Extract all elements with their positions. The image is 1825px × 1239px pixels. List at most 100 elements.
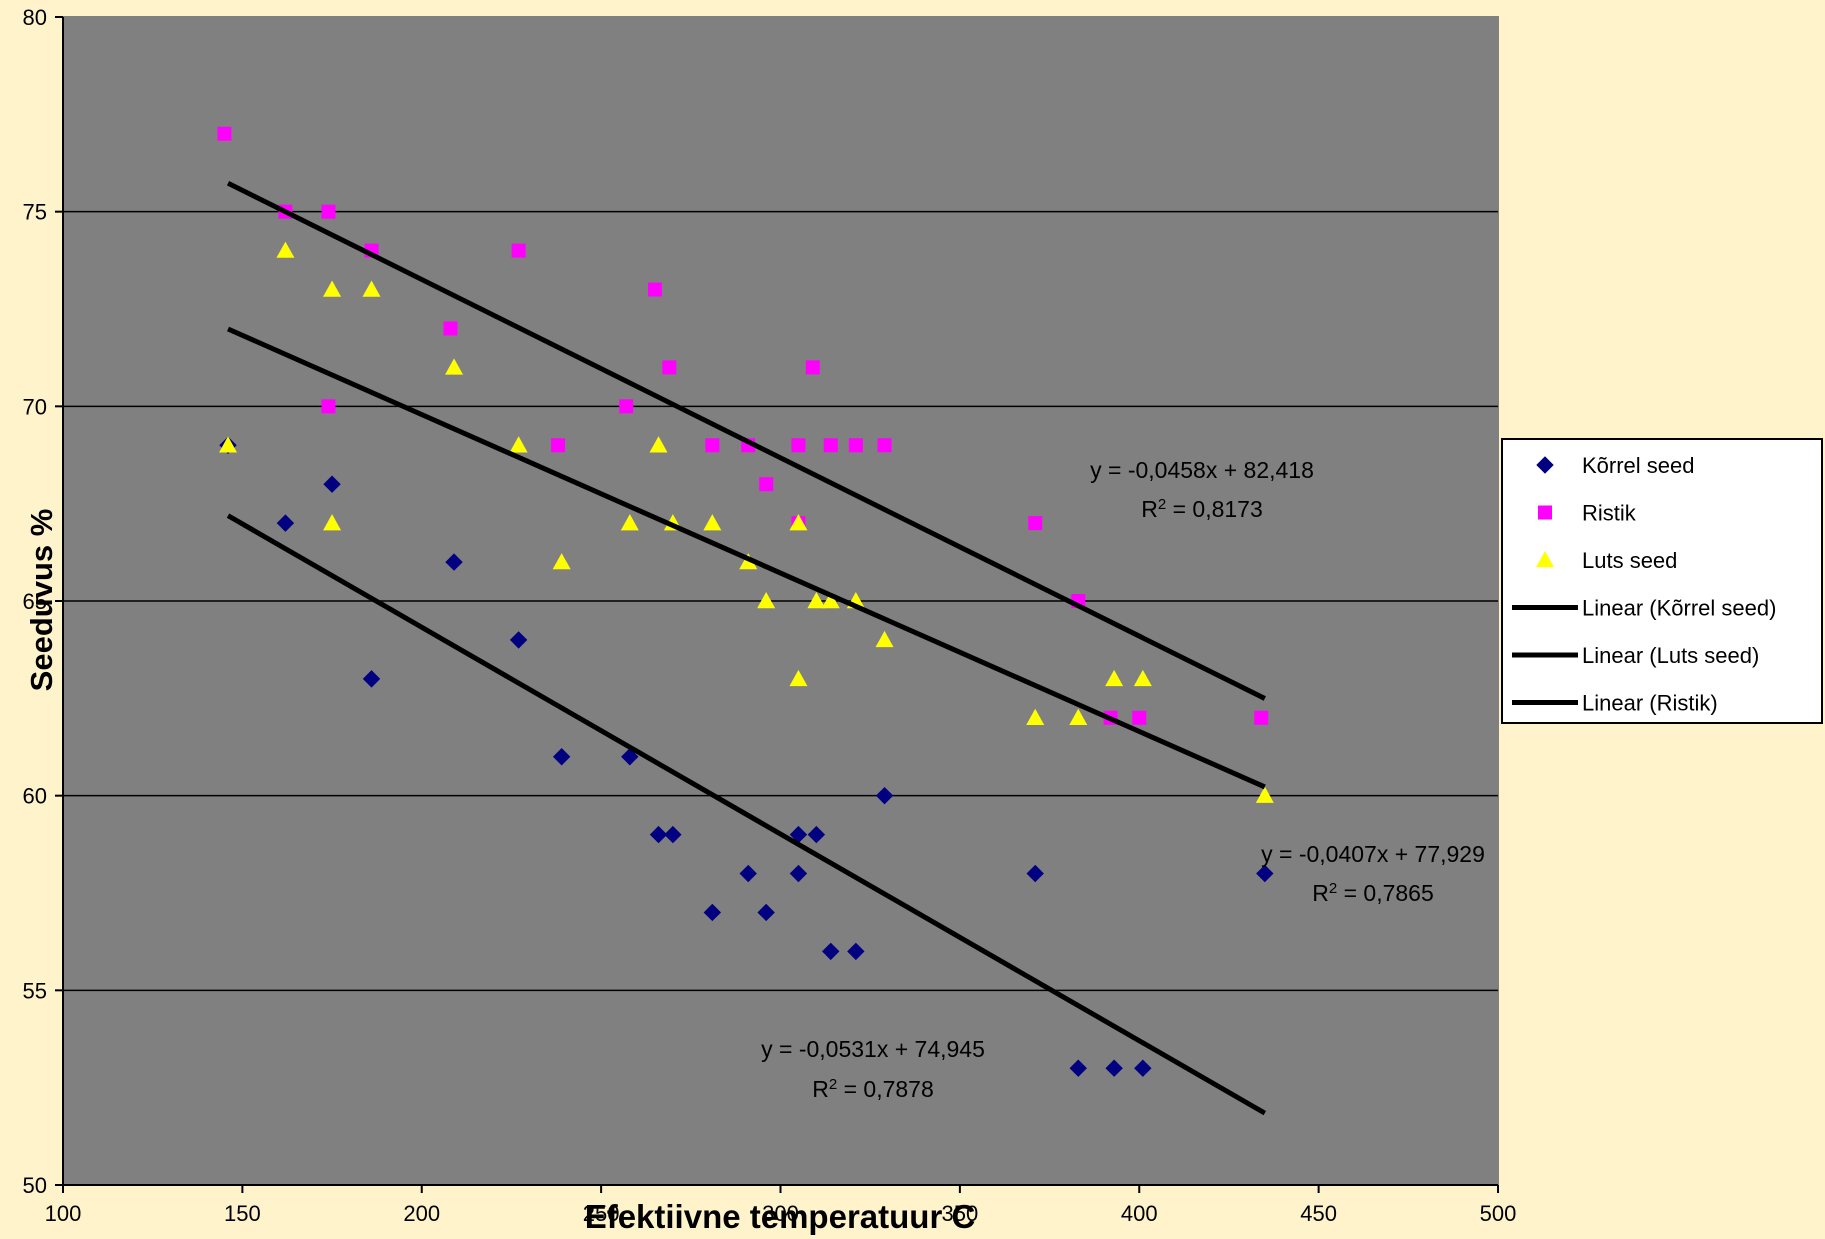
x-tick-label: 350 [942, 1201, 979, 1226]
data-point [217, 126, 232, 141]
trendline-r2: R2 = 0,8173 [1141, 496, 1263, 523]
legend: Kõrrel seed Ristik Luts seed Linear (Kõrrel… [1501, 438, 1823, 724]
data-point [791, 438, 806, 453]
y-tick-label: 75 [23, 200, 47, 225]
legend-marker-swatch [1536, 551, 1554, 568]
data-point [619, 399, 634, 414]
legend-marker-swatch [1536, 456, 1554, 474]
legend-item: Linear (Ristik) [1512, 691, 1718, 716]
data-point [848, 438, 863, 453]
data-point [703, 514, 722, 531]
trendline-equation: y = -0,0531x + 74,945 [761, 1036, 985, 1062]
legend-item: Linear (Kõrrel seed) [1512, 596, 1776, 621]
legend-label: Luts seed [1582, 548, 1677, 573]
data-point [789, 669, 808, 687]
data-point [789, 514, 808, 531]
data-point [647, 282, 662, 297]
y-axis-title: Seeduvus % [24, 509, 59, 692]
data-point [807, 825, 826, 844]
data-point [875, 630, 894, 648]
legend-marker-swatch [1538, 505, 1552, 520]
data-point [443, 321, 458, 336]
trendline-equation: y = -0,0407x + 77,929 [1261, 841, 1485, 867]
legend-item: Ristik [1538, 501, 1637, 526]
data-point [822, 942, 840, 961]
data-point [321, 399, 336, 414]
data-point [847, 942, 865, 961]
data-point [323, 280, 342, 297]
data-point [649, 825, 668, 844]
x-tick-label: 400 [1121, 1201, 1158, 1226]
data-point [757, 903, 775, 922]
data-point [757, 592, 776, 609]
x-tick-label: 300 [762, 1201, 799, 1226]
x-tick-label: 100 [45, 1201, 82, 1226]
data-point [1134, 1059, 1152, 1077]
data-point [445, 553, 463, 571]
data-point [759, 477, 774, 492]
trendline-r2: R2 = 0,7865 [1312, 880, 1434, 907]
data-point [323, 475, 341, 493]
data-point [1069, 708, 1088, 725]
legend-label: Ristik [1582, 501, 1637, 526]
series-triangle [219, 241, 1274, 803]
data-point [552, 748, 571, 766]
data-point [789, 864, 808, 883]
data-point [620, 514, 639, 531]
data-point [807, 592, 826, 609]
data-point [877, 438, 892, 453]
y-tick-label: 70 [23, 394, 47, 419]
data-point [703, 903, 722, 922]
data-point [509, 436, 528, 453]
data-point [662, 360, 677, 375]
data-point [805, 360, 820, 375]
trendline [226, 513, 1267, 1116]
trendline-r2: R2 = 0,7878 [812, 1076, 934, 1103]
data-point [1256, 864, 1274, 883]
data-point [1069, 1059, 1087, 1077]
data-point [1026, 864, 1044, 883]
y-tick-label: 80 [23, 5, 47, 30]
data-point [1105, 1059, 1123, 1077]
y-tick-label: 50 [23, 1173, 47, 1198]
legend-box [1501, 438, 1823, 724]
data-point [551, 438, 566, 453]
data-point [323, 514, 342, 531]
x-tick-label: 450 [1300, 1201, 1337, 1226]
y-tick-label: 65 [23, 589, 47, 614]
data-point [1132, 710, 1147, 725]
data-point [705, 438, 720, 453]
legend-label: Kõrrel seed [1582, 453, 1695, 478]
x-tick-label: 500 [1480, 1201, 1517, 1226]
x-tick-label: 250 [583, 1201, 620, 1226]
legend-label: Linear (Kõrrel seed) [1582, 596, 1776, 621]
data-point [219, 436, 238, 453]
x-axis-title: Efektiivne temperatuur C [585, 1198, 976, 1235]
data-point [362, 280, 381, 297]
data-point [823, 438, 838, 453]
legend-label: Linear (Ristik) [1582, 691, 1718, 716]
data-point [276, 241, 295, 258]
data-point [1105, 669, 1124, 687]
data-point [552, 553, 571, 570]
trendline [227, 326, 1266, 790]
data-point [321, 204, 336, 219]
y-tick-label: 55 [23, 978, 47, 1003]
legend-item: Kõrrel seed [1536, 453, 1695, 478]
data-point [1133, 669, 1152, 687]
data-point [875, 786, 894, 805]
data-point [739, 864, 757, 883]
data-point [664, 825, 682, 844]
data-point [621, 748, 639, 766]
data-point [649, 436, 668, 453]
data-point [511, 243, 526, 258]
data-point [276, 514, 295, 532]
y-tick-label: 60 [23, 784, 47, 809]
legend-item: Luts seed [1536, 548, 1677, 573]
trendline [226, 180, 1266, 701]
data-point [821, 592, 840, 609]
data-point [362, 670, 381, 688]
data-point [1255, 786, 1274, 803]
data-point [1028, 516, 1043, 531]
data-point [445, 358, 464, 375]
